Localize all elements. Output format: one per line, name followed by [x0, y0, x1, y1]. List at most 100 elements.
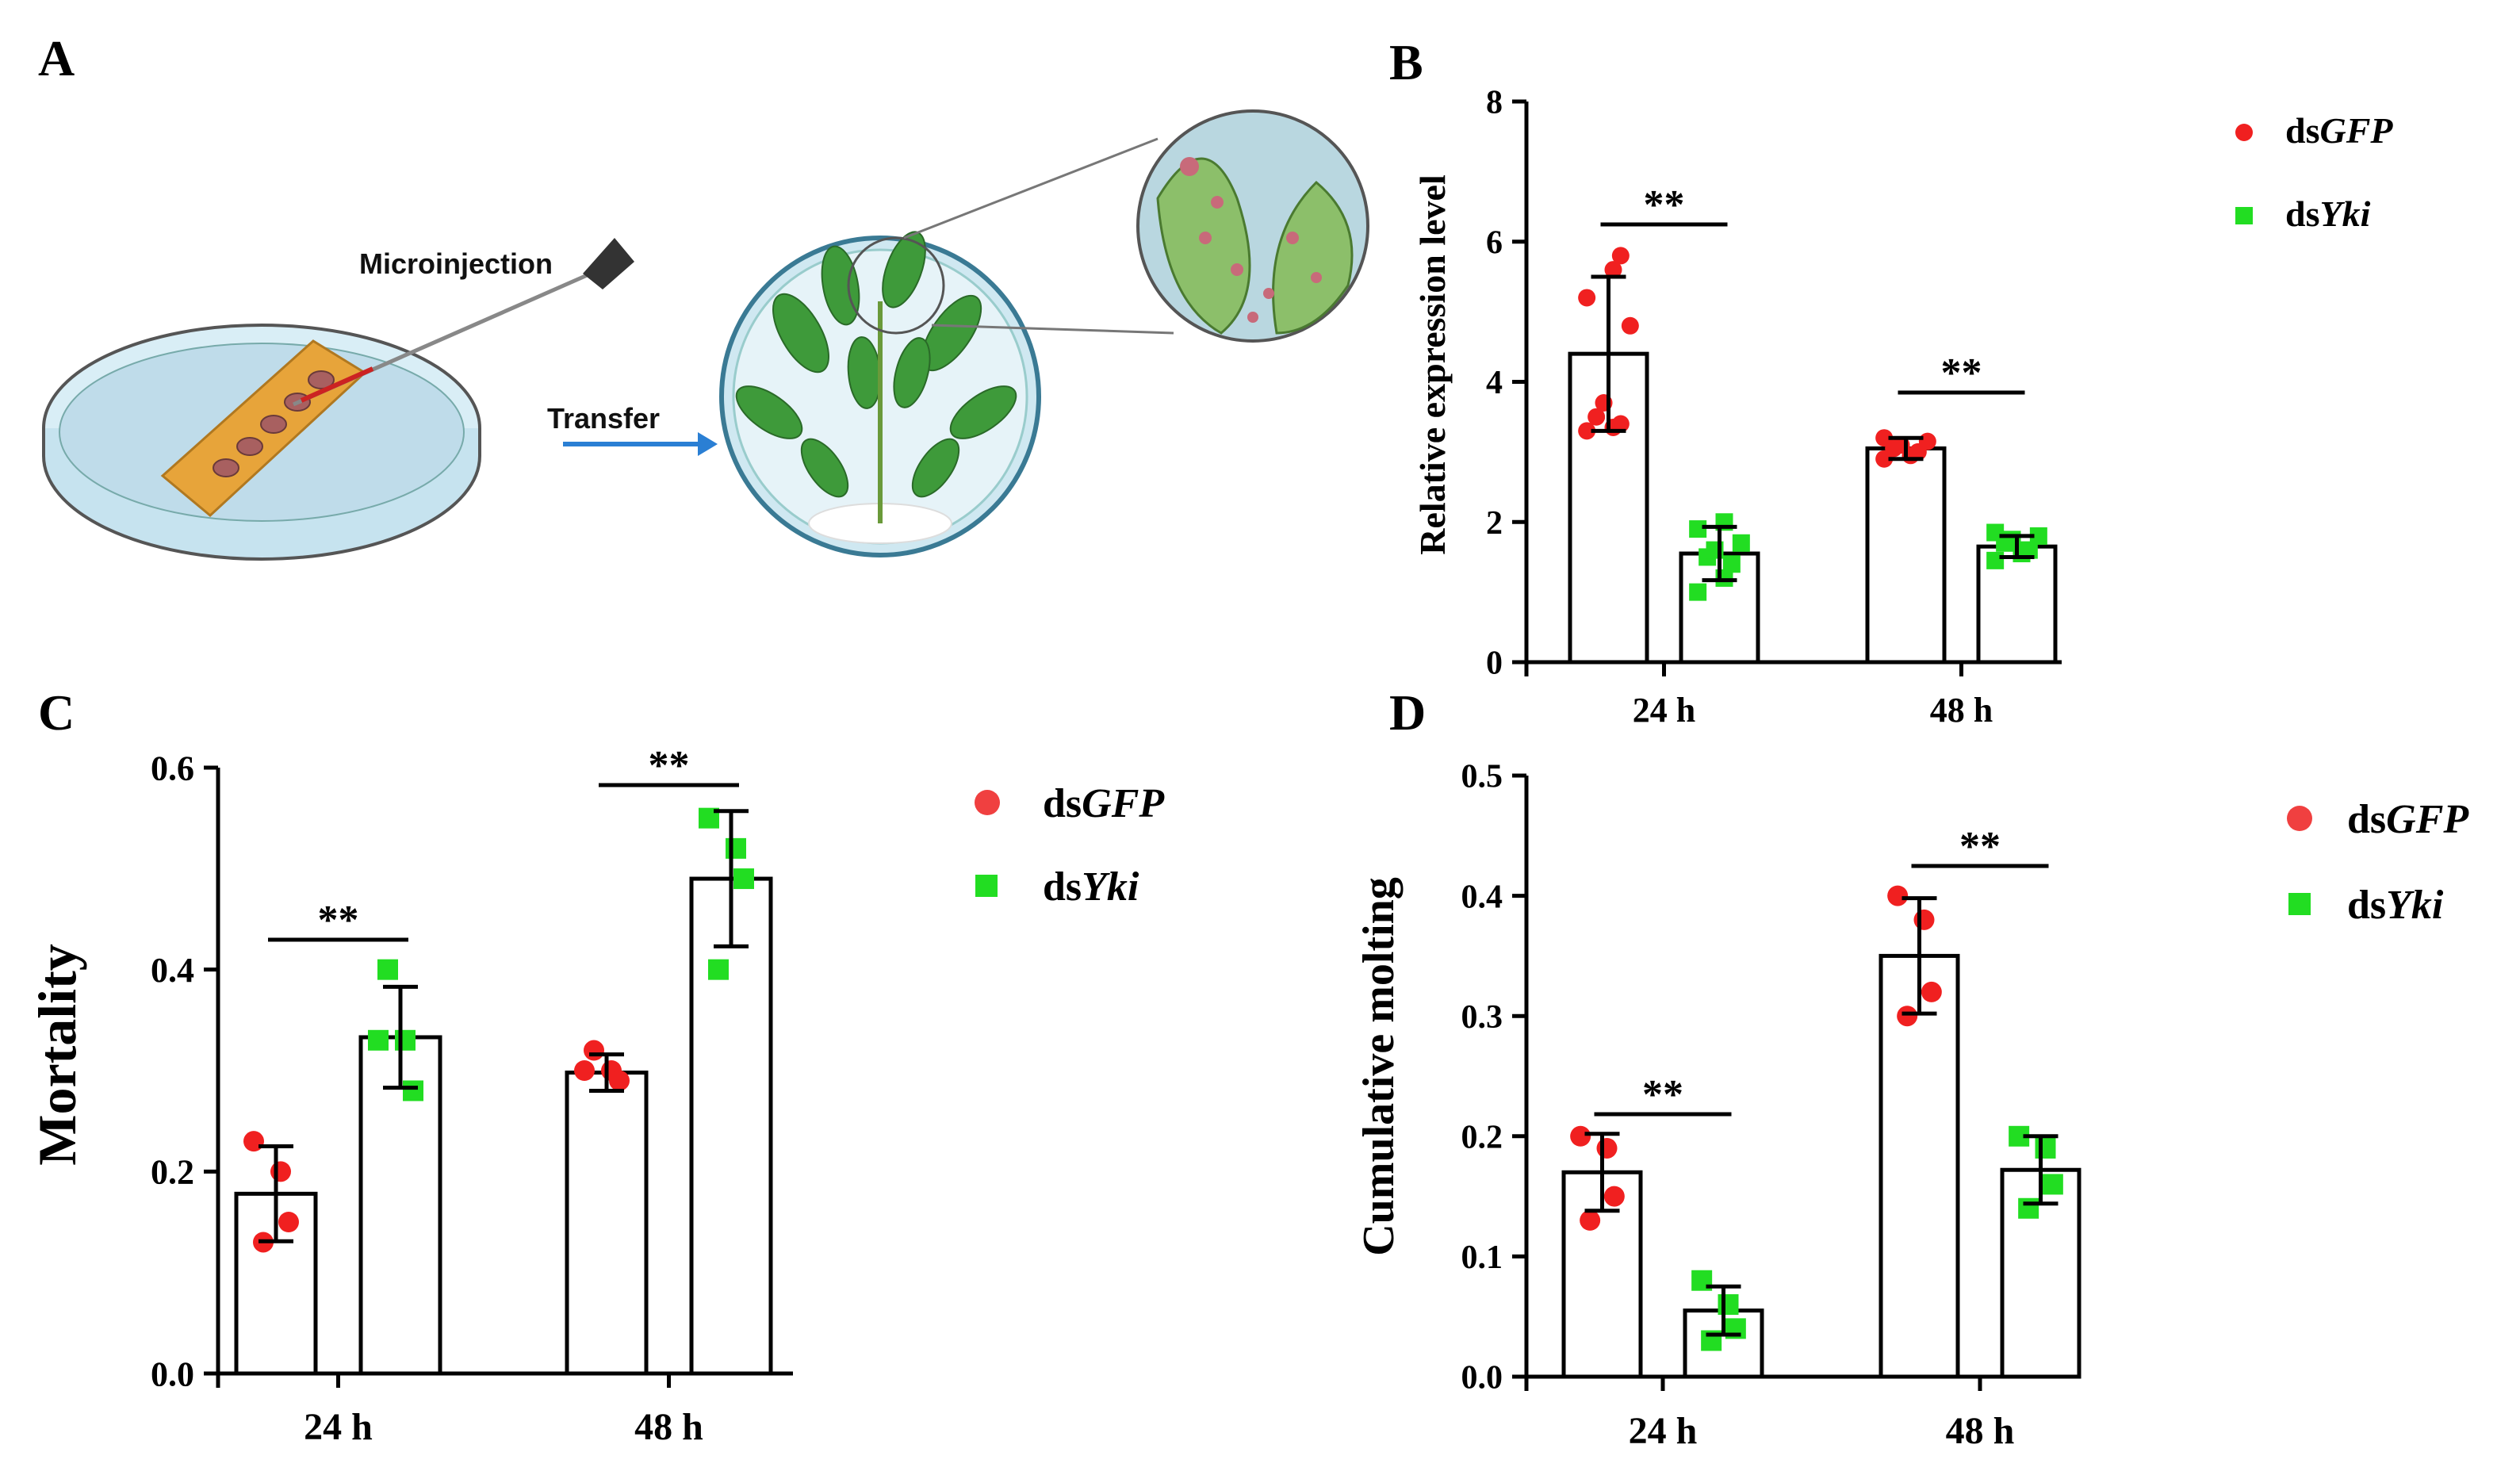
y-tick-label-c: 0.6	[151, 749, 194, 787]
point-c-yki	[377, 959, 398, 980]
point-d-gfp	[1921, 981, 1942, 1002]
point-d-yki	[2018, 1197, 2039, 1219]
point-c-gfp	[270, 1161, 291, 1182]
panel-a-illustration: Microinjection Transfer	[42, 109, 1369, 561]
point-d-yki	[1718, 1294, 1739, 1316]
x-tick-label-d: 48 h	[1946, 1410, 2015, 1452]
point-c-yki	[368, 1029, 389, 1051]
sig-label-c: **	[649, 743, 690, 788]
ylabel-b: Relative expression level	[1412, 174, 1453, 555]
y-tick-label-d: 0.5	[1461, 759, 1503, 795]
x-tick-label-c: 24 h	[304, 1406, 373, 1448]
point-d-gfp	[1897, 1006, 1918, 1027]
point-b-gfp	[1578, 289, 1596, 307]
legend-d-yki-marker	[2288, 893, 2311, 915]
legend-c-gfp-marker	[975, 790, 1000, 815]
panel-letter-b: B	[1389, 34, 1423, 90]
legend-b-gfp-marker	[2235, 124, 2253, 141]
y-tick-label-d: 0.4	[1461, 879, 1503, 915]
point-d-gfp	[1603, 1186, 1625, 1207]
point-b-yki	[1722, 555, 1741, 573]
point-c-gfp	[243, 1131, 264, 1152]
sig-label-b: **	[1941, 351, 1982, 396]
point-c-gfp	[574, 1060, 595, 1081]
point-d-gfp	[1570, 1125, 1591, 1147]
legend-d-gfp-label: dsGFP	[2347, 797, 2469, 842]
point-d-yki	[2035, 1137, 2056, 1159]
legend-b-gfp-label: dsGFP	[2285, 110, 2393, 151]
panel-letter-d: D	[1389, 684, 1426, 741]
point-b-gfp	[1918, 432, 1936, 450]
point-b-gfp	[1621, 316, 1639, 335]
point-b-yki	[2020, 541, 2038, 559]
label-microinjection: Microinjection	[359, 247, 553, 280]
y-tick-label-c: 0.2	[151, 1153, 194, 1192]
legend-b-yki-label: dsYki	[2285, 193, 2371, 234]
bar-c-gfp-1	[565, 1071, 649, 1376]
legend-c-gfp-label: dsGFP	[1043, 781, 1165, 826]
sig-label-b: **	[1644, 182, 1685, 228]
point-b-yki	[1986, 551, 2005, 569]
legend-d: dsGFP dsYki	[2287, 797, 2469, 928]
legend-c: dsGFP dsYki	[975, 781, 1165, 910]
bar-b-gfp-1	[1865, 446, 1947, 665]
y-tick-label-d: 0.3	[1461, 999, 1503, 1036]
plant-leaves	[735, 231, 1017, 498]
petri-dish-right	[719, 231, 1041, 557]
point-c-gfp	[278, 1212, 299, 1232]
point-b-yki	[2029, 527, 2047, 545]
point-c-yki	[395, 1029, 416, 1051]
point-d-gfp	[1596, 1137, 1618, 1159]
x-tick-label-c: 48 h	[634, 1406, 703, 1448]
point-b-gfp	[1587, 408, 1606, 426]
point-b-gfp	[1875, 429, 1894, 447]
legend-b-yki-marker	[2235, 207, 2253, 224]
insect-eggs	[213, 370, 335, 477]
point-b-gfp	[1611, 415, 1630, 433]
chart-b: 0 2 4 6 8 24 h ** 48 h ** Relative expression le…	[1412, 85, 2062, 730]
point-c-yki	[403, 1080, 423, 1101]
point-c-yki	[733, 868, 754, 890]
sig-label-c: **	[318, 898, 359, 943]
y-tick-label-b: 4	[1486, 365, 1503, 401]
point-d-gfp	[1887, 885, 1909, 906]
legend-d-gfp-marker	[2287, 806, 2312, 831]
y-tick-label-c: 0.4	[151, 951, 194, 990]
petri-dish-left	[42, 238, 634, 561]
sig-label-d: **	[1959, 824, 2001, 869]
legend-d-yki-label: dsYki	[2347, 883, 2444, 928]
point-b-yki	[1986, 523, 2005, 542]
y-tick-label-d: 0.2	[1461, 1120, 1503, 1156]
legend-c-yki-marker	[975, 875, 998, 897]
sig-label-d: **	[1642, 1072, 1683, 1117]
panel-letter-c: C	[38, 684, 75, 741]
point-d-gfp	[1913, 909, 1935, 930]
x-tick-label-d: 24 h	[1629, 1410, 1698, 1452]
zoom-line-top	[903, 137, 1159, 239]
transfer-arrow	[563, 432, 718, 456]
point-c-gfp	[584, 1040, 604, 1061]
label-transfer: Transfer	[547, 402, 660, 435]
x-tick-label-b: 48 h	[1930, 691, 1993, 730]
aphid-dots	[1180, 157, 1322, 323]
y-tick-label-b: 8	[1486, 85, 1503, 121]
point-b-yki	[1732, 534, 1750, 552]
point-b-gfp	[1604, 261, 1622, 279]
chart-c: 0.0 0.2 0.4 0.6 24 h ** 48 h ** Mortality	[27, 743, 793, 1448]
point-b-gfp	[1578, 422, 1596, 440]
needle-holder	[583, 238, 634, 289]
point-b-yki	[1689, 583, 1707, 601]
y-tick-label-b: 2	[1486, 505, 1503, 542]
point-d-gfp	[1580, 1209, 1601, 1231]
point-c-yki	[708, 959, 729, 980]
bar-c-gfp-0	[234, 1191, 318, 1376]
point-b-yki	[1689, 520, 1707, 538]
point-d-yki	[2042, 1174, 2063, 1195]
point-c-yki	[726, 837, 746, 859]
ylabel-c: Mortality	[27, 944, 87, 1165]
ylabel-d: Cumulative molting	[1354, 877, 1404, 1256]
y-tick-label-d: 0.1	[1461, 1239, 1503, 1276]
x-tick-label-b: 24 h	[1633, 691, 1695, 730]
y-tick-label-d: 0.0	[1461, 1360, 1503, 1396]
